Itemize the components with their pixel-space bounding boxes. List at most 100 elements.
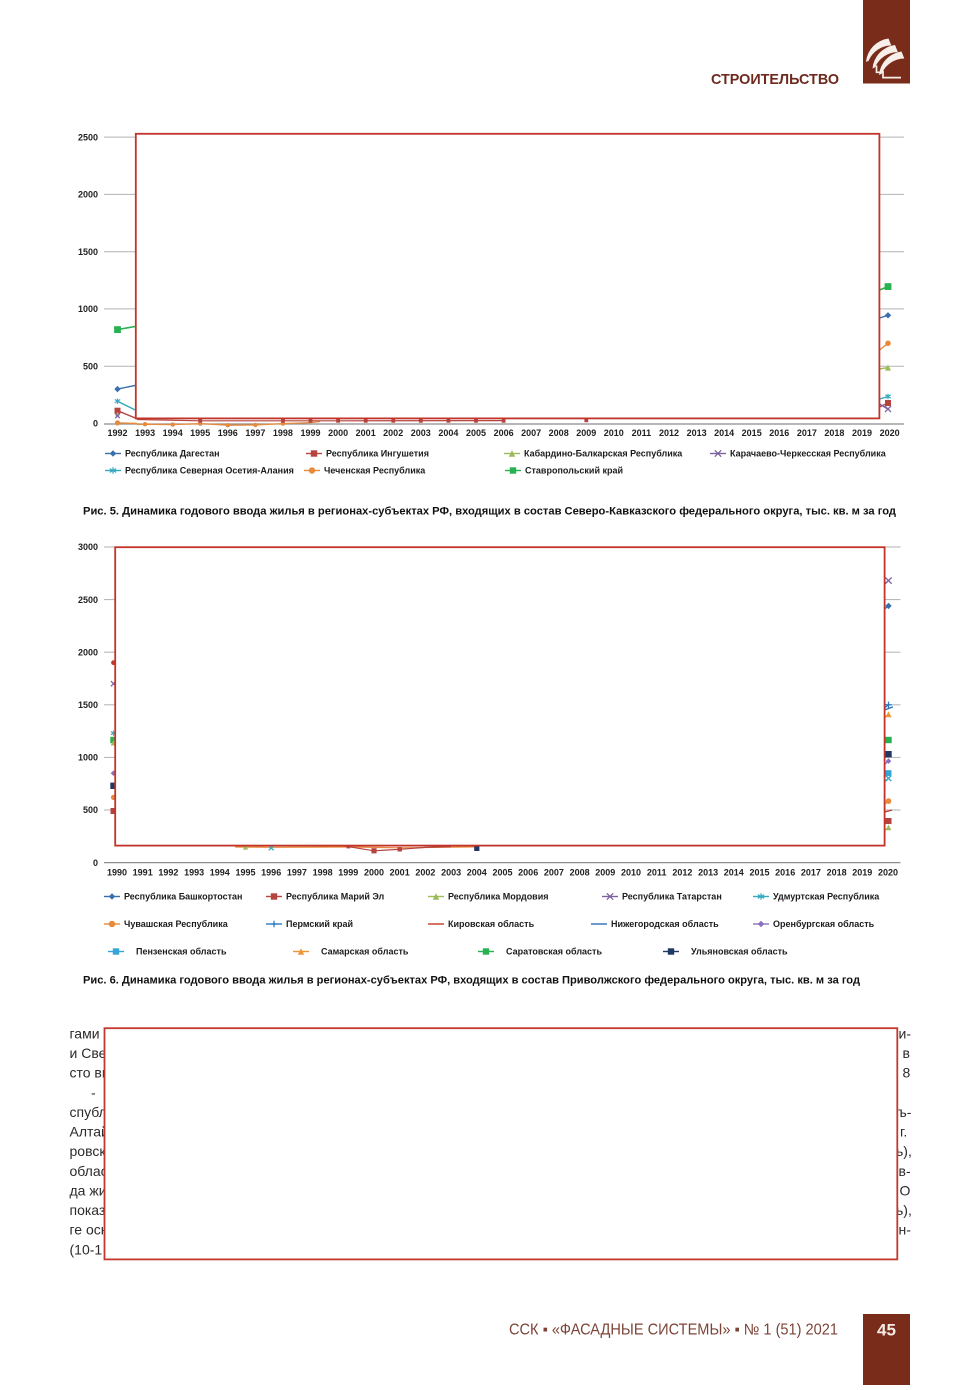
svg-text:Чеченская Республика: Чеченская Республика [324, 466, 426, 476]
svg-text:1993: 1993 [184, 868, 204, 878]
svg-text:г.: г. [900, 1124, 907, 1140]
svg-text:Пензенская область: Пензенская область [136, 947, 227, 957]
svg-text:ровска: ровска [70, 1143, 114, 1159]
svg-text:2013: 2013 [698, 868, 718, 878]
svg-text:Республика Татарстан: Республика Татарстан [622, 892, 722, 902]
svg-text:2014: 2014 [724, 868, 744, 878]
svg-text:Саратовская область: Саратовская область [506, 947, 602, 957]
svg-text:2015: 2015 [749, 868, 769, 878]
svg-text:(10-1: (10-1 [70, 1241, 103, 1257]
svg-text:-: - [91, 1084, 96, 1100]
svg-text:1000: 1000 [78, 304, 98, 314]
svg-text:в-: в- [899, 1163, 911, 1179]
svg-text:О: О [900, 1182, 911, 1198]
svg-text:Ставропольский край: Ставропольский край [525, 466, 623, 476]
svg-text:1996: 1996 [218, 428, 238, 438]
svg-text:Пермский край: Пермский край [286, 919, 353, 929]
svg-text:2003: 2003 [441, 868, 461, 878]
svg-text:облас: облас [70, 1163, 108, 1179]
svg-text:ъ-: ъ- [898, 1104, 912, 1120]
svg-text:2008: 2008 [570, 868, 590, 878]
svg-text:2006: 2006 [518, 868, 538, 878]
svg-text:2500: 2500 [78, 132, 98, 142]
svg-text:1997: 1997 [287, 868, 307, 878]
svg-text:1500: 1500 [78, 247, 98, 257]
svg-text:2020: 2020 [878, 868, 898, 878]
svg-text:1993: 1993 [135, 428, 155, 438]
svg-text:2005: 2005 [492, 868, 512, 878]
svg-text:2019: 2019 [852, 428, 872, 438]
svg-text:Республика Северная Осетия-Ала: Республика Северная Осетия-Алания [125, 466, 294, 476]
svg-text:1500: 1500 [78, 700, 98, 710]
svg-text:спубли: спубли [70, 1104, 115, 1120]
svg-text:8: 8 [903, 1065, 911, 1081]
svg-text:2016: 2016 [769, 428, 789, 438]
svg-text:Кабардино-Балкарская Республик: Кабардино-Балкарская Республика [524, 449, 683, 459]
svg-text:2020: 2020 [880, 428, 900, 438]
svg-text:2011: 2011 [632, 428, 652, 438]
svg-text:2019: 2019 [852, 868, 872, 878]
svg-text:2010: 2010 [621, 868, 641, 878]
svg-text:1992: 1992 [158, 868, 178, 878]
svg-text:0: 0 [93, 419, 98, 429]
svg-text:Республика Дагестан: Республика Дагестан [125, 449, 220, 459]
svg-text:1995: 1995 [190, 428, 210, 438]
svg-text:2009: 2009 [576, 428, 596, 438]
svg-text:2012: 2012 [672, 868, 692, 878]
svg-text:2017: 2017 [797, 428, 817, 438]
svg-text:0: 0 [93, 858, 98, 868]
svg-text:2008: 2008 [549, 428, 569, 438]
svg-text:Удмуртская Республика: Удмуртская Республика [773, 892, 880, 902]
svg-text:Самарская область: Самарская область [321, 947, 409, 957]
svg-text:в: в [903, 1045, 910, 1061]
svg-text:2006: 2006 [494, 428, 514, 438]
svg-text:1994: 1994 [210, 868, 230, 878]
svg-text:1999: 1999 [300, 428, 320, 438]
svg-text:и-: и- [899, 1026, 912, 1042]
svg-text:2018: 2018 [824, 428, 844, 438]
svg-text:показ: показ [70, 1202, 106, 1218]
svg-text:ССК ▪ «ФАСАДНЫЕ СИСТЕМЫ» ▪ № 1: ССК ▪ «ФАСАДНЫЕ СИСТЕМЫ» ▪ № 1 (51) 2021 [509, 1322, 838, 1339]
svg-text:СТРОИТЕЛЬСТВО: СТРОИТЕЛЬСТВО [711, 71, 839, 88]
svg-text:1995: 1995 [235, 868, 255, 878]
svg-text:Нижегородская область: Нижегородская область [611, 919, 719, 929]
svg-text:2003: 2003 [411, 428, 431, 438]
svg-text:2004: 2004 [467, 868, 487, 878]
svg-text:Республика Ингушетия: Республика Ингушетия [326, 449, 429, 459]
svg-text:ь),: ь), [896, 1143, 912, 1159]
svg-text:Кировская область: Кировская область [448, 919, 535, 929]
svg-text:2000: 2000 [78, 190, 98, 200]
svg-text:Чувашская Республика: Чувашская Республика [124, 919, 229, 929]
svg-text:1991: 1991 [133, 868, 153, 878]
svg-text:2000: 2000 [364, 868, 384, 878]
svg-text:2015: 2015 [742, 428, 762, 438]
svg-text:Карачаево-Черкесская Республик: Карачаево-Черкесская Республика [730, 449, 887, 459]
svg-text:1997: 1997 [245, 428, 265, 438]
svg-text:2001: 2001 [390, 868, 410, 878]
svg-text:2000: 2000 [78, 647, 98, 657]
svg-text:2009: 2009 [595, 868, 615, 878]
svg-text:Республика Мордовия: Республика Мордовия [448, 892, 549, 902]
svg-text:ге осн: ге осн [70, 1222, 109, 1238]
svg-text:Рис. 6. Динамика годового ввод: Рис. 6. Динамика годового ввода жилья в … [83, 975, 860, 987]
svg-text:1000: 1000 [78, 753, 98, 763]
svg-text:2011: 2011 [647, 868, 667, 878]
svg-text:2500: 2500 [78, 595, 98, 605]
svg-text:2016: 2016 [775, 868, 795, 878]
svg-text:Республика Марий Эл: Республика Марий Эл [286, 892, 385, 902]
svg-text:2013: 2013 [687, 428, 707, 438]
svg-text:2002: 2002 [415, 868, 435, 878]
svg-text:Алтай: Алтай [70, 1124, 109, 1140]
svg-text:1992: 1992 [107, 428, 127, 438]
svg-text:2017: 2017 [801, 868, 821, 878]
svg-text:Республика Башкортостан: Республика Башкортостан [124, 892, 242, 902]
svg-text:3000: 3000 [78, 542, 98, 552]
svg-text:Оренбургская область: Оренбургская область [773, 919, 875, 929]
svg-text:2018: 2018 [827, 868, 847, 878]
svg-text:2012: 2012 [659, 428, 679, 438]
svg-text:500: 500 [83, 805, 98, 815]
svg-text:1990: 1990 [107, 868, 127, 878]
svg-text:500: 500 [83, 361, 98, 371]
svg-text:Ульяновская область: Ульяновская область [691, 947, 788, 957]
svg-text:2000: 2000 [328, 428, 348, 438]
